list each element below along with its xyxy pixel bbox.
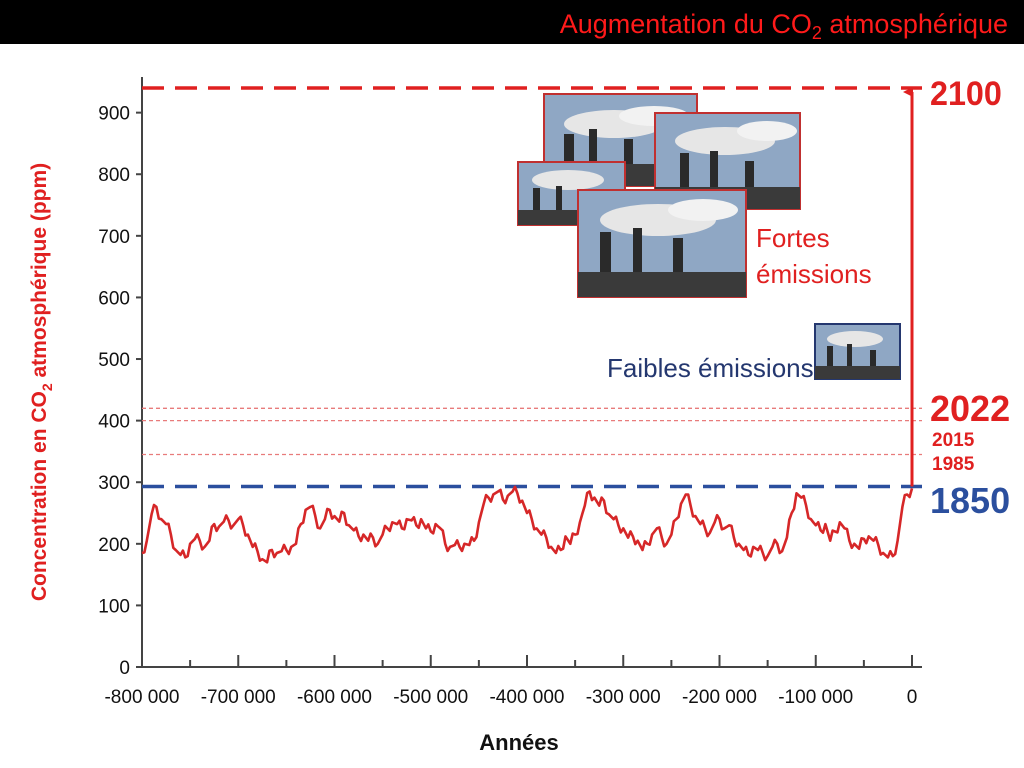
x-tick-label: -800 000 <box>104 687 179 708</box>
x-tick-label: -400 000 <box>489 687 564 708</box>
y-tick-label: 800 <box>98 165 130 186</box>
chart-title: Augmentation du CO2 atmosphérique <box>560 9 1008 43</box>
chart-title-suffix: atmosphérique <box>822 9 1008 39</box>
x-ticks: -800 000 -700 000 -600 000 -500 000 -400 000… <box>104 655 917 708</box>
y-tick-label: 700 <box>98 227 130 248</box>
y-ticks: 0 100 200 300 400 500 600 700 800 900 <box>98 104 142 679</box>
y-tick-label: 0 <box>119 658 130 679</box>
y-tick-label: 600 <box>98 288 130 309</box>
y-tick-label: 300 <box>98 473 130 494</box>
y-tick-label: 100 <box>98 596 130 617</box>
year-label-1850: 1850 <box>930 480 1010 521</box>
x-tick-label: -600 000 <box>297 687 372 708</box>
year-label-2100: 2100 <box>930 75 1002 113</box>
y-tick-label: 500 <box>98 350 130 371</box>
y-axis-label-suffix: atmosphérique (ppm) <box>28 163 51 384</box>
chart-title-subscript: 2 <box>812 23 822 43</box>
chart-title-prefix: Augmentation du CO <box>560 9 812 39</box>
y-tick-label: 900 <box>98 104 130 125</box>
year-label-1985: 1985 <box>932 454 975 475</box>
factory-image-4 <box>577 189 747 298</box>
year-label-2015: 2015 <box>932 430 975 451</box>
y-axis-label-subscript: 2 <box>39 383 55 391</box>
y-tick-label: 200 <box>98 535 130 556</box>
y-tick-label: 400 <box>98 412 130 433</box>
title-bar <box>0 0 1024 44</box>
series-layer <box>141 485 914 564</box>
y-axis-label-prefix: Concentration en CO <box>28 391 51 601</box>
reference-lines <box>142 86 922 489</box>
year-label-2022: 2022 <box>930 388 1010 429</box>
high-emissions-label-line2: émissions <box>756 259 872 289</box>
x-tick-label: -300 000 <box>586 687 661 708</box>
factory-image-low <box>814 323 901 380</box>
x-tick-label: 0 <box>907 687 918 708</box>
x-tick-label: -500 000 <box>393 687 468 708</box>
y-axis-label: Concentration en CO2 atmosphérique (ppm) <box>28 163 55 601</box>
x-tick-label: -100 000 <box>778 687 853 708</box>
co2-series-line <box>141 485 914 564</box>
x-axis-label: Années <box>479 730 558 755</box>
x-tick-label: -200 000 <box>682 687 757 708</box>
high-emissions-label-line1: Fortes <box>756 223 830 253</box>
low-emissions-label: Faibles émissions <box>607 353 814 383</box>
x-tick-label: -700 000 <box>201 687 276 708</box>
